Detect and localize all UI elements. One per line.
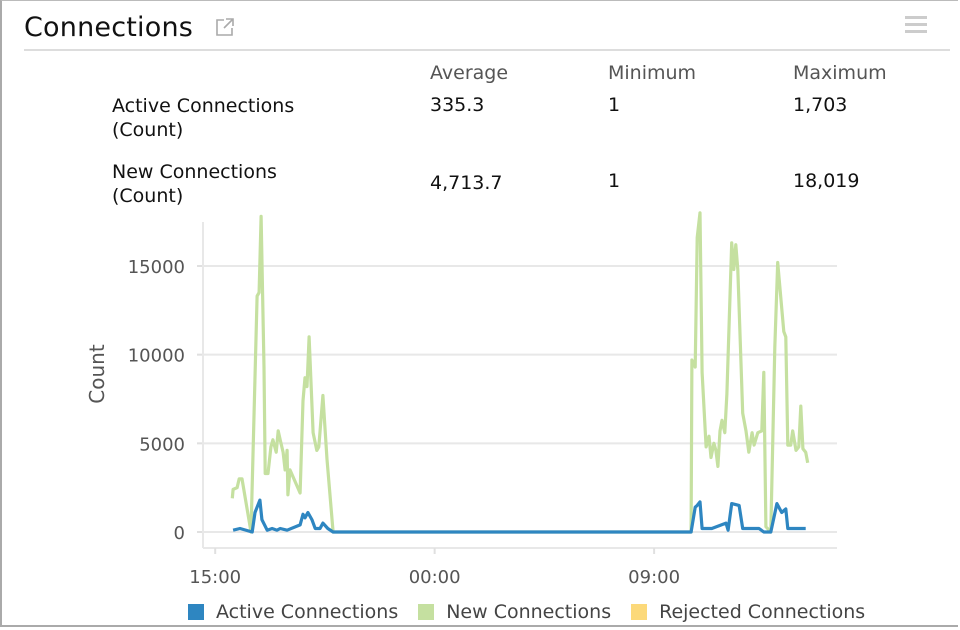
row-label-new: New Connections (Count) — [112, 160, 277, 208]
connections-chart: 0 5000 10000 15000 15:00 00:00 09:00 Count — [85, 211, 837, 588]
x-tick-label: 15:00 — [189, 567, 241, 588]
hamburger-menu-icon[interactable] — [905, 16, 927, 34]
column-header-maximum: Maximum — [793, 62, 887, 84]
chart-legend: Active Connections New Connections Rejec… — [188, 601, 885, 623]
legend-swatch — [631, 604, 648, 620]
y-tick-label: 5000 — [139, 434, 185, 455]
title-divider — [24, 49, 950, 51]
active-minimum: 1 — [608, 94, 621, 116]
legend-item-active[interactable]: Active Connections — [188, 601, 398, 623]
legend-swatch — [418, 604, 435, 620]
y-tick-label: 10000 — [128, 346, 185, 367]
row-label-line: New Connections — [112, 161, 277, 183]
x-tick-label: 09:00 — [628, 567, 680, 588]
active-maximum: 1,703 — [793, 94, 848, 116]
row-label-unit: (Count) — [112, 119, 184, 141]
column-header-minimum: Minimum — [608, 62, 697, 84]
y-tick-label: 15000 — [128, 257, 185, 278]
widget-title: Connections — [24, 12, 194, 43]
row-label-active: Active Connections (Count) — [112, 94, 294, 142]
y-axis-label: Count — [85, 344, 109, 404]
new-maximum: 18,019 — [793, 170, 860, 192]
series-line-active-connections — [232, 498, 806, 534]
legend-swatch — [188, 604, 204, 620]
row-label-unit: (Count) — [112, 185, 184, 207]
legend-label: Rejected Connections — [659, 601, 866, 623]
x-tick-label: 00:00 — [409, 567, 461, 588]
column-header-average: Average — [430, 62, 509, 84]
external-link-icon[interactable] — [215, 17, 235, 37]
new-average: 4,713.7 — [430, 172, 503, 194]
active-average: 335.3 — [430, 94, 485, 116]
legend-label: Active Connections — [216, 601, 399, 623]
legend-label: New Connections — [446, 601, 612, 623]
new-minimum: 1 — [608, 170, 621, 192]
series-line-new-connections — [230, 211, 810, 534]
row-label-line: Active Connections — [112, 95, 295, 117]
legend-item-new[interactable]: New Connections — [418, 601, 611, 623]
legend-item-rejected[interactable]: Rejected Connections — [631, 601, 865, 623]
y-tick-label: 0 — [174, 523, 185, 544]
